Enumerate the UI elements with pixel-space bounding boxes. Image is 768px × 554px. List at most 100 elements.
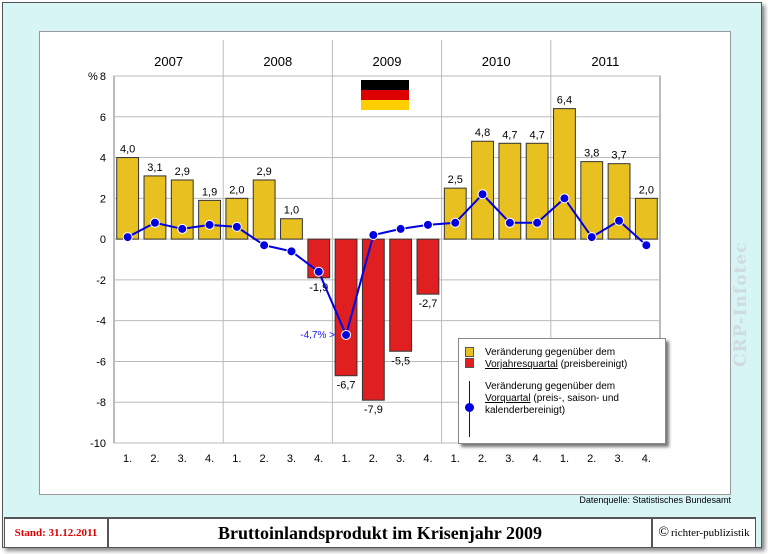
x-tick-label: 1. [341, 453, 350, 465]
line-point [204, 219, 215, 230]
bar [634, 197, 658, 240]
bar [198, 199, 221, 240]
x-tick-label: 2. [150, 453, 159, 465]
y-tick-label: 4 [100, 153, 106, 165]
legend-text-line: (preisbereinigt) [557, 359, 628, 370]
footer: Stand: 31.12.2011 Bruttoinlandsprodukt i… [4, 517, 756, 548]
stand-date: Stand: 31.12.2011 [4, 518, 108, 548]
bar-value-label: 4,7 [502, 129, 517, 141]
bar-value-label: -7,9 [364, 404, 383, 416]
bar-value-label: -2,7 [418, 298, 437, 310]
x-tick-label: 1. [123, 453, 132, 465]
x-tick-label: 3. [396, 453, 405, 465]
bar-value-labels: 4,03,1 2,91,9 2,02,91,0-1,9-6,7-7,9-5,5-2,… [120, 95, 654, 417]
legend-text-line: kalenderbereinigt) [485, 405, 566, 416]
copyright-text: richter-publizistik [671, 527, 750, 539]
x-tick-label: 2. [369, 453, 378, 465]
bar-value-label: 4,0 [120, 144, 135, 156]
line-point [368, 230, 379, 241]
bar-value-label: 1,0 [284, 205, 299, 217]
bar-value-label: 4,8 [475, 127, 490, 139]
legend-item-qoq: Veränderung gegenüber dem Vorquartal (pr… [465, 381, 619, 439]
bar [443, 187, 467, 240]
y-tick-label: 8 [100, 71, 106, 83]
x-tick-label: 4. [314, 453, 323, 465]
bar-value-label: 2,0 [229, 184, 244, 196]
bar-value-label: 2,9 [175, 166, 190, 178]
line-point [559, 193, 570, 204]
year-label: 2008 [263, 54, 292, 69]
bar-value-label: 2,0 [639, 184, 654, 196]
line-point [177, 223, 188, 234]
y-tick-label: -8 [96, 397, 106, 409]
bar-value-label: 2,9 [257, 166, 272, 178]
legend-line-swatch [465, 381, 475, 439]
bar-value-label: 3,8 [584, 148, 599, 160]
legend-text-line: Veränderung gegenüber dem [485, 347, 616, 358]
x-tick-label: 1. [451, 453, 460, 465]
bar [389, 238, 413, 352]
bar [553, 108, 576, 240]
legend-bar-swatch [465, 347, 475, 369]
x-tick-label: 3. [178, 453, 187, 465]
legend-text-line: Veränderung gegenüber dem [485, 381, 616, 392]
year-label: 2007 [154, 54, 183, 69]
line-point [149, 217, 160, 228]
copyright: © richter-publizistik [652, 518, 756, 548]
x-tick-label: 3. [287, 453, 296, 465]
x-tick-label: 2. [587, 453, 596, 465]
x-tick-label: 2. [478, 453, 487, 465]
bar [116, 157, 140, 240]
legend-text-line: (preis-, saison- und [530, 393, 619, 404]
bar-value-label: -6,7 [337, 380, 356, 392]
y-tick-label: -6 [96, 356, 106, 368]
line-point [450, 217, 461, 228]
year-label: 2010 [482, 54, 511, 69]
annotation-label: -4,7% > [300, 330, 335, 341]
line-point [259, 240, 270, 251]
bar [280, 218, 303, 240]
x-tick-label: 1. [560, 453, 569, 465]
bar-value-label: 2,5 [448, 174, 463, 186]
bar [225, 197, 249, 240]
line-point [586, 232, 597, 243]
bar [170, 179, 194, 240]
bar [525, 142, 549, 240]
legend-text-underlined: Vorjahresquartal [485, 359, 558, 370]
line-point [341, 329, 352, 340]
line-point [122, 232, 133, 243]
x-axis-ticks: 1. 2. 3. 4. 1. 2. 3. 4. 1. 2. 3. 4. 1. 2. 3. 4. 1. 2. 3. 4. [123, 453, 651, 465]
x-tick-label: 4. [533, 453, 542, 465]
legend-item-yoy: Veränderung gegenüber dem Vorjahresquart… [465, 347, 627, 371]
bar [416, 238, 440, 295]
line-point [313, 266, 324, 277]
page-title: Bruttoinlandsprodukt im Krisenjahr 2009 [108, 518, 652, 548]
bar-value-label: 1,9 [202, 186, 217, 198]
bar-value-label: 4,7 [530, 129, 545, 141]
y-axis-ticks: -10 -8 -6 -4 -2 0 2 4 6 8% [88, 71, 106, 450]
year-label: 2009 [373, 54, 402, 69]
y-tick-label: -2 [96, 275, 106, 287]
x-tick-label: 4. [205, 453, 214, 465]
line-series [122, 189, 652, 340]
x-tick-label: 4. [423, 453, 432, 465]
x-tick-label: 3. [505, 453, 514, 465]
year-label: 2011 [591, 54, 619, 69]
bar-value-label: 6,4 [557, 95, 572, 107]
line-point [641, 240, 652, 251]
line-point [614, 215, 625, 226]
bar [143, 175, 167, 240]
y-unit-label: % [88, 71, 98, 83]
legend-text-underlined: Vorquartal [485, 393, 531, 404]
bar-value-label: 3,1 [147, 162, 162, 174]
legend: Veränderung gegenüber dem Vorjahresquart… [458, 338, 666, 444]
y-tick-label: -10 [90, 438, 106, 450]
bar-value-label: -5,5 [391, 355, 410, 367]
line-point [231, 221, 242, 232]
x-tick-label: 1. [232, 453, 241, 465]
germany-flag [361, 80, 409, 110]
line-point [477, 189, 488, 200]
line-point [504, 217, 515, 228]
copyright-icon: © [658, 525, 670, 540]
